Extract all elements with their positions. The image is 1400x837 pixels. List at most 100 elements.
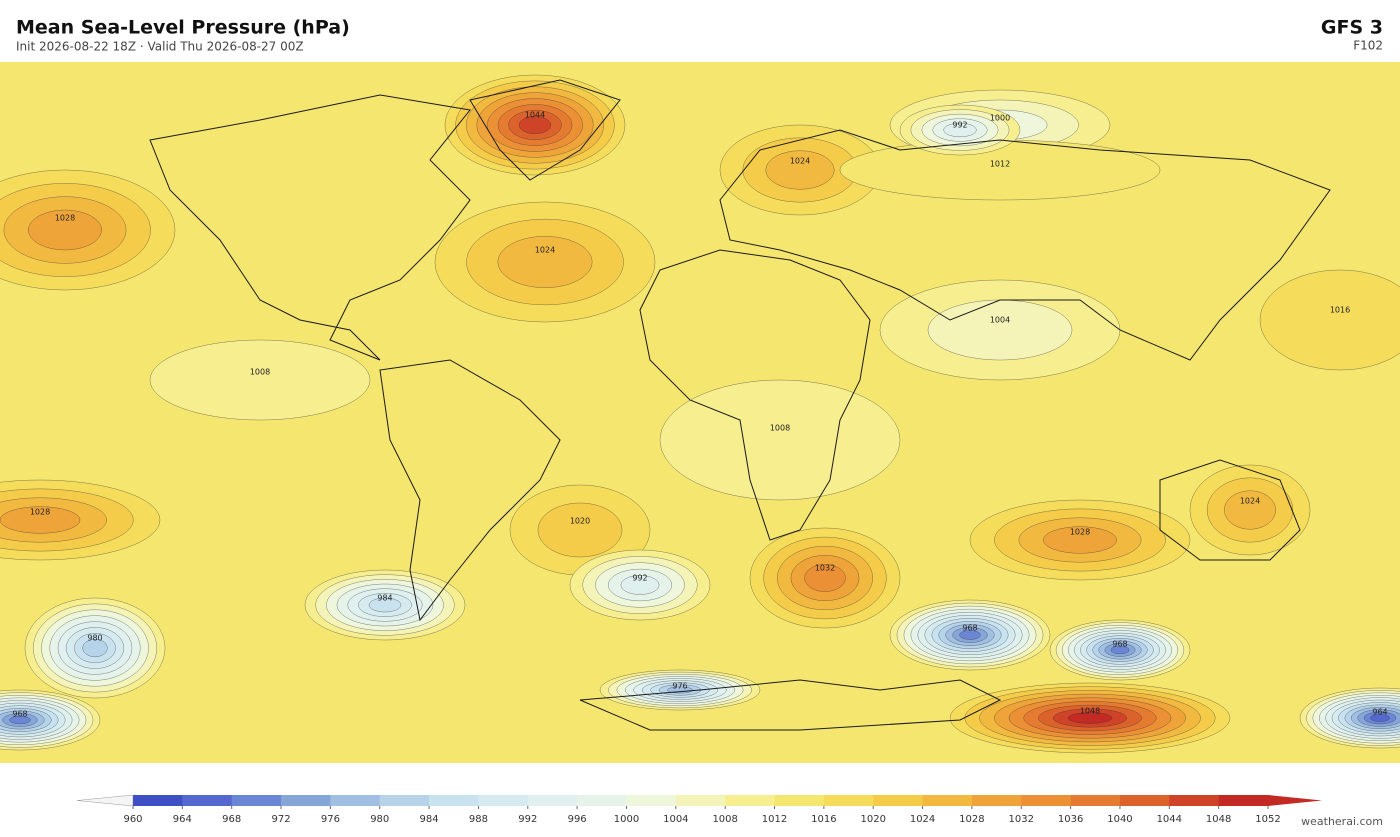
colorbar: 960 964 968 972 976 980 984 988 992 996 1000 1004 10… <box>76 794 1322 825</box>
colorbar-segment <box>379 795 430 806</box>
colorbar-tick-label: 1044 <box>1157 814 1182 825</box>
contour-label: 1004 <box>990 316 1010 325</box>
pressure-center <box>497 236 593 288</box>
colorbar-segment <box>774 795 825 806</box>
colorbar-tick-label: 988 <box>469 814 488 825</box>
colorbar-tick-label: 1040 <box>1107 814 1132 825</box>
pressure-center <box>1043 526 1117 554</box>
contour-label: 1032 <box>815 564 835 573</box>
colorbar-tick-label: 1024 <box>910 814 935 825</box>
colorbar-tick-label: 984 <box>420 814 439 825</box>
contour-label: 1020 <box>570 517 590 526</box>
colorbar-tick-label: 1020 <box>860 814 885 825</box>
pressure-center <box>1370 714 1390 722</box>
colorbar-segment <box>577 795 627 806</box>
colorbar-tick-label: 1008 <box>712 814 737 825</box>
pressure-center <box>1110 645 1130 655</box>
contour-label: 976 <box>672 682 687 691</box>
colorbar-over <box>1268 795 1322 806</box>
colorbar-tick-label: 1052 <box>1255 814 1280 825</box>
colorbar-segment <box>1169 795 1219 806</box>
colorbar-tick-label: 1000 <box>614 814 639 825</box>
colorbar-segment <box>330 795 381 806</box>
colorbar-tick-label: 1004 <box>663 814 688 825</box>
colorbar-tick-label: 1036 <box>1058 814 1083 825</box>
pressure-center <box>9 715 31 725</box>
title: Mean Sea-Level Pressure (hPa) <box>16 17 350 39</box>
contour-label: 964 <box>1372 708 1387 717</box>
pressure-center <box>537 502 623 558</box>
pressure-center <box>1224 490 1276 530</box>
colorbar-segment <box>725 795 775 806</box>
colorbar-segment <box>823 795 874 806</box>
colorbar-segment <box>922 795 973 806</box>
colorbar-tick-label: 972 <box>271 814 290 825</box>
colorbar-tick-label: 1032 <box>1009 814 1034 825</box>
colorbar-segment <box>1070 795 1121 806</box>
colorbar-tick-label: 1016 <box>811 814 836 825</box>
colorbar-segment <box>182 795 232 806</box>
colorbar-tick-label: 980 <box>370 814 389 825</box>
contour-label: 1028 <box>30 508 50 517</box>
pressure-center <box>927 299 1073 361</box>
contour-label: 992 <box>632 574 647 583</box>
contour-label: 1028 <box>1070 528 1090 537</box>
contour-label: 1012 <box>990 160 1010 169</box>
coastlines <box>149 79 1331 731</box>
pressure-center <box>28 209 102 251</box>
pressure-center <box>620 575 660 595</box>
pressure-center <box>804 564 846 592</box>
colorbar-segment <box>231 795 282 806</box>
colorbar-segment <box>133 795 183 806</box>
colorbar-segment <box>1218 795 1269 806</box>
contour-label: 1024 <box>790 157 810 166</box>
colorbar-segment <box>1021 795 1071 806</box>
forecast-hour: F102 <box>1353 39 1383 53</box>
contour-labels: 1044 1024 1028 1000 1028 1020 1032 1028 1024 1048… <box>12 111 1387 719</box>
colorbar-tick-label: 1028 <box>959 814 984 825</box>
pressure-center <box>1259 269 1400 371</box>
subtitle: Init 2026-08-22 18Z · Valid Thu 2026-08-… <box>16 40 304 54</box>
colorbar-tick-label: 992 <box>518 814 537 825</box>
colorbar-tick-label: 1048 <box>1206 814 1231 825</box>
contour-label: 1024 <box>1240 497 1260 506</box>
contour-label: 968 <box>12 710 27 719</box>
pressure-center <box>959 630 981 640</box>
pressure-center <box>659 379 901 501</box>
contour-label: 1000 <box>990 114 1010 123</box>
contour-label: 992 <box>952 121 967 130</box>
pressure-center <box>149 339 371 421</box>
colorbar-tick-label: 996 <box>568 814 587 825</box>
colorbar-tick-label: 976 <box>321 814 340 825</box>
colorbar-under <box>76 794 134 807</box>
pressure-center <box>943 122 977 138</box>
model: GFS 3 <box>1321 17 1383 39</box>
colorbar-tick-label: 1012 <box>762 814 787 825</box>
colorbar-tick-label: 960 <box>123 814 142 825</box>
colorbar-segment <box>675 795 726 806</box>
colorbar-segment <box>1119 795 1170 806</box>
pressure-center <box>1067 712 1113 724</box>
contour-label: 1048 <box>1080 707 1100 716</box>
contour-label: 980 <box>87 634 102 643</box>
watermark: weatherai.com <box>1301 815 1383 828</box>
colorbar-segment <box>527 795 578 806</box>
contour-label: 968 <box>1112 640 1127 649</box>
contour-label: 1008 <box>770 424 790 433</box>
colorbar-segment <box>873 795 923 806</box>
colorbar-segment <box>971 795 1022 806</box>
contour-label: 984 <box>377 594 392 603</box>
contour-label: 1016 <box>1330 306 1350 315</box>
contour-label: 1028 <box>55 214 75 223</box>
colorbar-tick-label: 964 <box>173 814 192 825</box>
pressure-center <box>518 115 552 135</box>
pressure-center <box>368 597 402 613</box>
pressure-center <box>82 638 108 658</box>
colorbar-segment <box>626 795 677 806</box>
pressure-center <box>839 139 1161 201</box>
pressure-center <box>0 506 81 534</box>
contour-label: 1008 <box>250 368 270 377</box>
colorbar-tick-label: 968 <box>222 814 241 825</box>
contour-label: 1024 <box>535 246 555 255</box>
